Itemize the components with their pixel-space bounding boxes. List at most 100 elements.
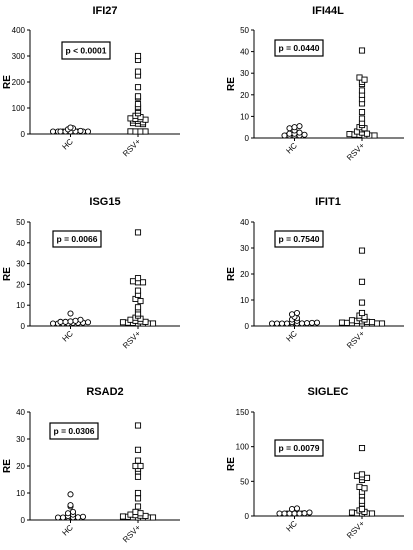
y-tick-label: 50 (240, 26, 249, 35)
data-point-hc (67, 491, 74, 498)
data-point-rsv (134, 93, 142, 100)
p-value-box (274, 439, 324, 457)
y-tick-label: 0 (245, 322, 250, 331)
data-point-rsv (358, 471, 366, 478)
p-value-box (274, 39, 324, 57)
y-tick-label: 10 (240, 296, 249, 305)
data-point-rsv (142, 318, 149, 325)
data-point-rsv (358, 299, 366, 306)
data-point-hc (62, 318, 69, 325)
data-point-rsv (358, 497, 366, 504)
chart-panel-ifi44l: IFI44L RE 0 10 20 30 40 50 HC RSV+ p = 0.0440 (226, 5, 404, 162)
x-category-label: HC (284, 141, 299, 156)
data-point-rsv (134, 229, 142, 236)
data-point-hc (77, 316, 84, 323)
data-point-rsv (142, 512, 149, 519)
y-axis-title: RE (2, 267, 13, 281)
y-tick-label: 0 (245, 134, 250, 143)
y-tick-label: 100 (236, 443, 250, 452)
data-point-hc (296, 123, 303, 130)
x-category-label: RSV+ (345, 141, 367, 163)
data-point-rsv (368, 319, 376, 326)
data-point-rsv (358, 445, 366, 452)
p-value-box (61, 41, 111, 60)
data-point-rsv (134, 68, 142, 75)
data-point-rsv (134, 457, 142, 464)
data-point-rsv (134, 84, 142, 91)
data-point-rsv (134, 489, 142, 497)
data-point-rsv (358, 247, 366, 254)
p-value-label: p = 0.0440 (279, 43, 320, 53)
data-point-rsv (356, 74, 363, 81)
y-tick-label: 40 (16, 408, 25, 417)
data-point-rsv (134, 473, 142, 480)
x-category-label: RSV+ (121, 523, 143, 545)
chart-title: IFI27 (92, 5, 117, 17)
p-value-label: p = 0.7540 (279, 234, 320, 244)
data-point-hc (303, 320, 311, 327)
data-point-hc (278, 320, 286, 327)
data-point-rsv (149, 514, 157, 521)
data-point-rsv (356, 483, 363, 490)
data-point-hc (308, 319, 316, 326)
y-tick-label: 100 (12, 104, 26, 113)
x-category-label: RSV+ (345, 519, 367, 541)
data-point-hc (293, 309, 301, 317)
data-point-rsv (134, 422, 142, 429)
data-point-rsv (127, 316, 134, 323)
data-point-hc (64, 510, 72, 517)
data-point-rsv (363, 474, 371, 481)
y-tick-label: 10 (16, 301, 25, 310)
data-point-rsv (127, 511, 134, 518)
data-point-hc (67, 310, 74, 317)
chart-panel-isg15: ISG15 RE 0 10 20 30 40 50 HC RSV+ p = 0.0066 (2, 196, 180, 350)
data-point-rsv (358, 109, 366, 116)
data-point-rsv (358, 309, 366, 317)
y-tick-label: 50 (240, 477, 249, 486)
data-point-rsv (353, 472, 361, 479)
data-point-rsv (378, 320, 386, 327)
data-point-hc (67, 502, 74, 509)
data-point-hc (276, 510, 283, 517)
y-tick-label: 20 (240, 91, 249, 100)
data-point-hc (273, 320, 281, 327)
chart-panel-ifit1: IFIT1 RE 0 10 20 30 40 HC RSV+ p = 0.7540 (226, 196, 404, 350)
y-tick-label: 150 (236, 408, 250, 417)
x-category-label: HC (60, 329, 75, 344)
x-category-label: HC (284, 519, 299, 534)
data-point-rsv (137, 297, 144, 305)
data-point-rsv (132, 128, 139, 135)
x-category-label: HC (284, 329, 299, 344)
data-point-hc (79, 513, 87, 520)
data-point-hc (288, 311, 296, 318)
p-value-label: p = 0.0306 (54, 426, 95, 436)
data-point-rsv (358, 278, 366, 285)
p-value-label: p = 0.0079 (279, 443, 320, 453)
x-category-label: RSV+ (345, 329, 367, 351)
data-point-rsv (358, 47, 366, 54)
data-point-rsv (132, 508, 139, 515)
chart-panel-rsad2: RSAD2 RE 0 10 20 30 40 HC RSV+ p = 0.0306 (2, 386, 180, 544)
data-point-rsv (361, 485, 368, 492)
data-point-hc (301, 510, 308, 517)
y-axis-title: RE (2, 459, 13, 473)
data-point-hc (49, 320, 57, 327)
x-category-label: HC (60, 523, 75, 538)
data-point-hc (306, 509, 313, 516)
data-point-rsv (137, 128, 144, 135)
data-point-hc (298, 320, 306, 327)
data-point-rsv (132, 462, 139, 470)
data-point-rsv (139, 279, 147, 286)
data-point-rsv (363, 130, 371, 137)
data-point-hc (293, 505, 301, 512)
data-point-rsv (142, 116, 149, 123)
data-point-hc (281, 132, 288, 139)
y-axis-title: RE (226, 457, 237, 471)
chart-title: IFI44L (312, 5, 344, 17)
y-tick-label: 40 (16, 239, 25, 248)
y-tick-label: 0 (245, 512, 250, 521)
data-point-rsv (127, 115, 134, 122)
y-tick-label: 30 (240, 69, 249, 78)
y-tick-label: 20 (240, 270, 249, 279)
p-value-box (49, 422, 99, 440)
